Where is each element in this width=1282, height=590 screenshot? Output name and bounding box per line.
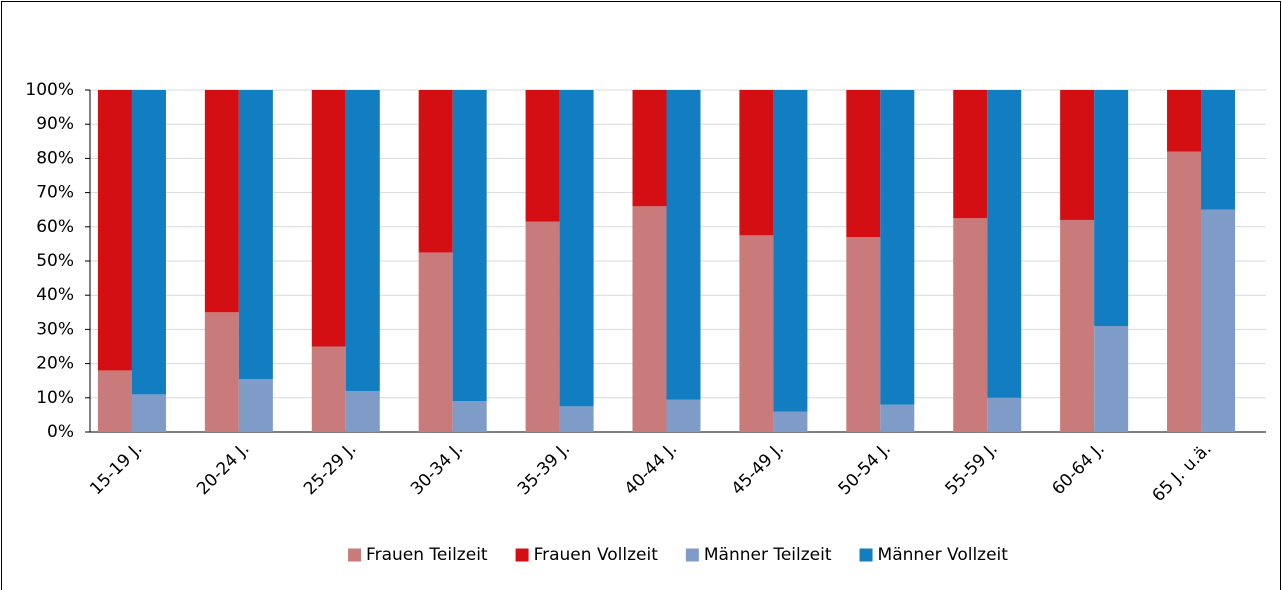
y-tick-label: 30% <box>36 319 74 339</box>
legend-swatch <box>859 548 873 562</box>
bar-segment <box>525 90 560 222</box>
y-tick-label: 80% <box>36 148 74 168</box>
bar-segment <box>846 237 881 432</box>
bar-segment <box>345 390 380 432</box>
legend-label: Frauen Vollzeit <box>534 545 659 565</box>
legend-swatch <box>348 548 362 562</box>
x-tick-label: 30-34 J. <box>407 439 467 499</box>
bar-segment <box>525 221 560 432</box>
bar-segment <box>418 252 453 432</box>
bar-segment <box>666 399 701 432</box>
x-tick-label: 15-19 J. <box>86 439 146 499</box>
bar-segment <box>418 90 453 253</box>
y-tick-label: 10% <box>36 388 74 408</box>
x-tick-label: 45-49 J. <box>728 439 788 499</box>
y-tick-label: 40% <box>36 285 74 305</box>
bar-segment <box>1094 90 1129 326</box>
y-tick-label: 60% <box>36 217 74 237</box>
bar-segment <box>953 90 988 219</box>
x-tick-label: 55-59 J. <box>942 439 1002 499</box>
bar-segment <box>632 206 667 432</box>
bar-segment <box>953 218 988 432</box>
bar-segment <box>773 90 808 412</box>
legend-label: Männer Vollzeit <box>878 545 1009 565</box>
x-tick-label: 35-39 J. <box>514 439 574 499</box>
bar-segment <box>559 406 594 432</box>
bar-segment <box>238 90 273 379</box>
y-tick-label: 90% <box>36 114 74 134</box>
bar-segment <box>1060 90 1095 220</box>
bar-segment <box>1167 90 1202 152</box>
y-tick-label: 70% <box>36 183 74 203</box>
legend-swatch <box>685 548 699 562</box>
bar-segment <box>204 312 239 432</box>
bar-segment <box>1201 209 1236 432</box>
bar-segment <box>1060 219 1095 432</box>
y-tick-label: 20% <box>36 354 74 374</box>
bar-segment <box>773 411 808 432</box>
bar-segment <box>880 404 915 432</box>
x-tick-label: 50-54 J. <box>835 439 895 499</box>
bar-segment <box>131 394 166 432</box>
bar-segment <box>1167 151 1202 432</box>
bar-segment <box>452 401 487 432</box>
bar-segment <box>311 346 346 432</box>
bar-segment <box>131 90 166 395</box>
bar-segment <box>97 90 132 371</box>
y-tick-label: 100% <box>25 80 74 100</box>
bar-segment <box>559 90 594 407</box>
bar-segment <box>666 90 701 400</box>
x-tick-label: 40-44 J. <box>621 439 681 499</box>
x-tick-label: 65 J. u.ä. <box>1149 439 1216 506</box>
y-tick-label: 50% <box>36 251 74 271</box>
y-tick-label: 0% <box>47 422 74 442</box>
bar-segment <box>739 235 774 432</box>
legend-swatch <box>515 548 529 562</box>
bar-segment <box>987 90 1022 398</box>
bar-segment <box>311 90 346 347</box>
bar-segment <box>97 370 132 432</box>
bar-segment <box>739 90 774 236</box>
x-tick-label: 25-29 J. <box>300 439 360 499</box>
legend-label: Männer Teilzeit <box>704 545 832 565</box>
bar-segment <box>987 397 1022 432</box>
bar-segment <box>345 90 380 391</box>
bar-segment <box>204 90 239 313</box>
bar-segment <box>238 378 273 432</box>
x-tick-label: 20-24 J. <box>193 439 253 499</box>
bar-segment <box>880 90 915 405</box>
bar-segment <box>1094 325 1129 432</box>
legend-label: Frauen Teilzeit <box>366 545 488 565</box>
bar-segment <box>452 90 487 402</box>
bar-segment <box>632 90 667 207</box>
bar-segment <box>846 90 881 238</box>
bar-segment <box>1201 90 1236 210</box>
x-tick-label: 60-64 J. <box>1048 439 1108 499</box>
